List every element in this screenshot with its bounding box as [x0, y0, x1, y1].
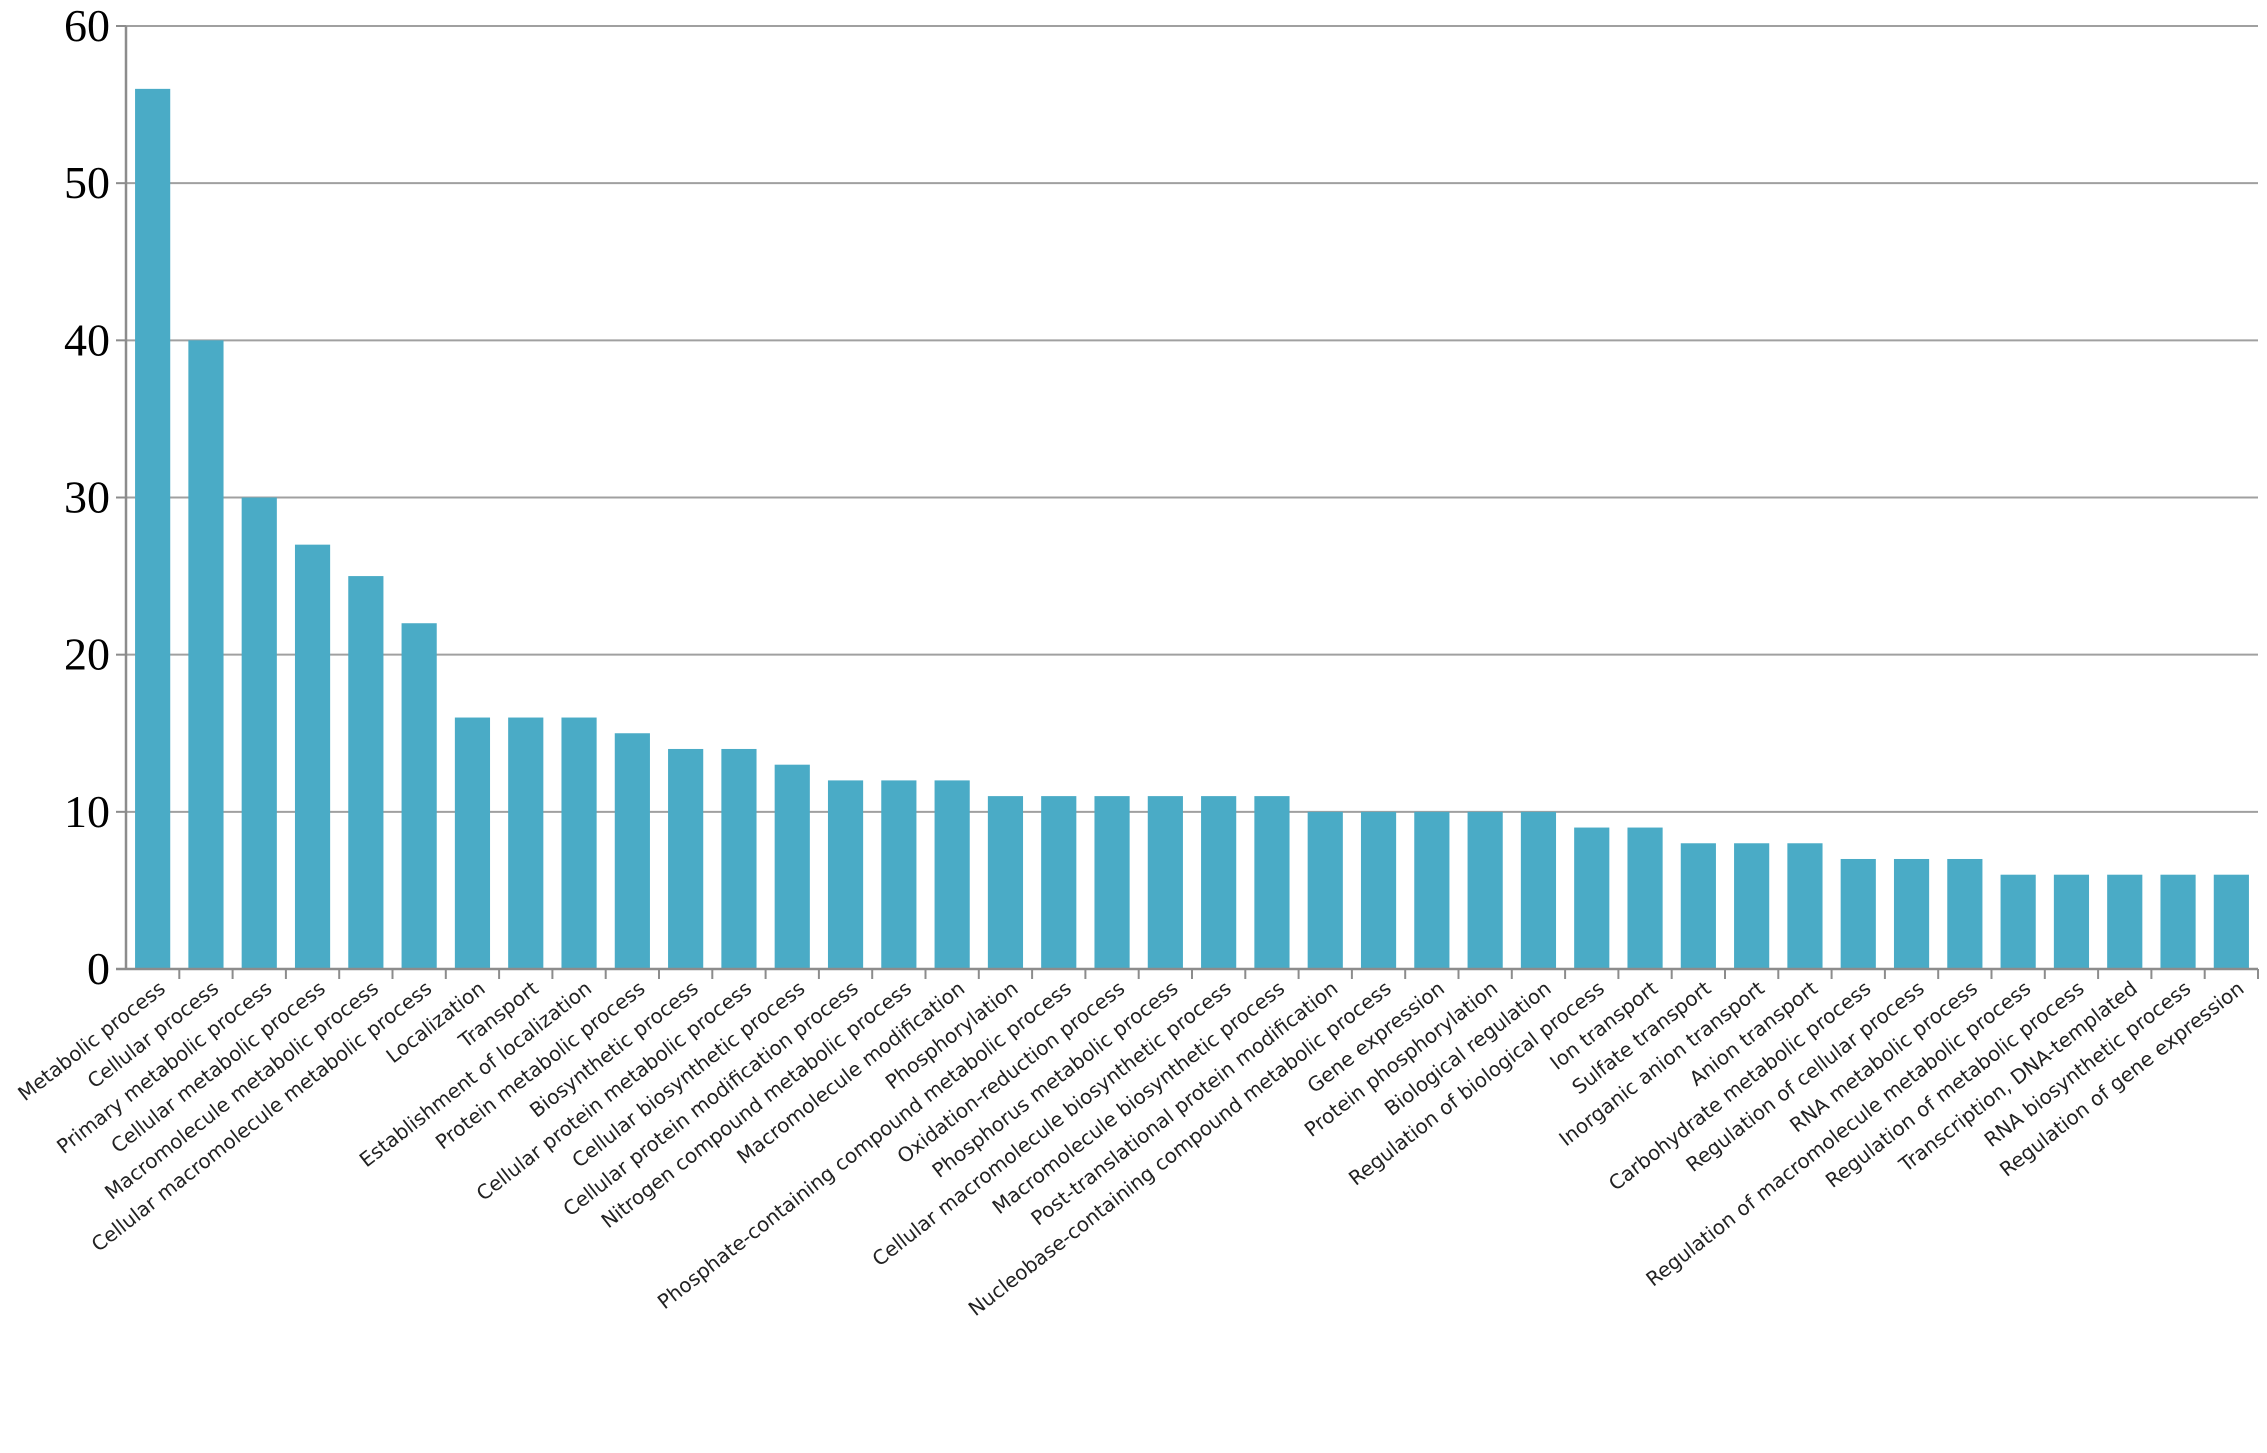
bar — [1467, 811, 1503, 969]
y-tick-label: 30 — [64, 472, 110, 523]
y-tick-label: 10 — [64, 786, 110, 837]
bar — [1680, 843, 1716, 969]
bar — [1147, 796, 1183, 969]
bar — [1307, 811, 1343, 969]
bar — [454, 717, 491, 969]
bar — [987, 796, 1024, 969]
bar — [508, 717, 544, 969]
bar — [1893, 858, 1930, 969]
axis-layer — [116, 25, 2259, 979]
bar — [1787, 843, 1823, 969]
bar — [934, 780, 970, 969]
bar — [721, 748, 757, 969]
bar — [2160, 874, 2196, 969]
bar — [1734, 843, 1770, 969]
grid-layer — [126, 25, 2258, 813]
bar — [348, 576, 384, 969]
bar — [1574, 827, 1610, 969]
bar — [881, 780, 917, 969]
bar — [2000, 874, 2036, 969]
bar — [2053, 874, 2090, 969]
bar — [1840, 858, 1876, 969]
bar — [1360, 811, 1397, 969]
bar — [1414, 811, 1450, 969]
bar — [561, 717, 597, 969]
bar — [1094, 796, 1130, 969]
bar — [1041, 796, 1077, 969]
bar — [2213, 874, 2249, 969]
bar — [1201, 796, 1237, 969]
bar — [188, 340, 224, 969]
bar — [1627, 827, 1663, 969]
bar — [614, 733, 650, 969]
y-tick-label: 50 — [64, 157, 110, 208]
bar — [2107, 874, 2143, 969]
y-tick-label: 0 — [87, 943, 110, 994]
bar — [827, 780, 864, 969]
y-tick-label: 20 — [64, 629, 110, 680]
bar — [135, 88, 171, 969]
y-tick-labels: 0 10 20 30 40 50 60 — [64, 0, 110, 994]
y-tick-label: 40 — [64, 314, 110, 365]
bar — [1254, 796, 1290, 969]
bar — [1520, 811, 1557, 969]
bar — [241, 497, 277, 969]
y-tick-label: 60 — [64, 0, 110, 51]
bar — [294, 544, 331, 969]
bar — [774, 764, 810, 969]
bar — [668, 748, 704, 969]
bar-layer — [135, 88, 2249, 969]
bar — [401, 623, 437, 969]
bar — [1947, 858, 1983, 969]
